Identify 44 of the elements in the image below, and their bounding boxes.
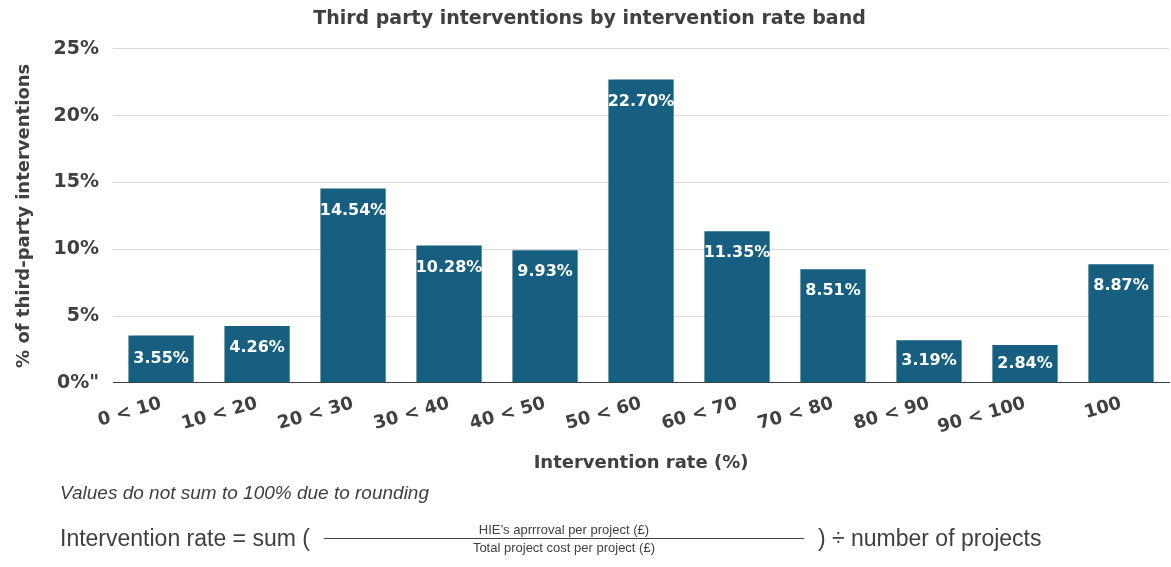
text: Intervention rate = sum ( xyxy=(60,525,310,552)
data-label: 22.70% xyxy=(607,90,675,110)
bar xyxy=(608,79,674,383)
data-label: 14.54% xyxy=(319,199,387,219)
y-tick-label: 20% xyxy=(53,102,100,125)
x-tick-label: 60 < 70 xyxy=(658,391,740,433)
data-label: 9.93% xyxy=(517,261,573,281)
data-label: 10.28% xyxy=(415,256,483,276)
text: Values do not sum to 100% due to rounding xyxy=(60,482,429,504)
bar xyxy=(512,250,578,383)
data-label: 8.51% xyxy=(805,280,861,300)
data-label: 3.55% xyxy=(133,348,189,368)
data-label: 2.84% xyxy=(997,352,1053,372)
x-tick-label: 100 xyxy=(1081,391,1124,422)
x-tick-label: 50 < 60 xyxy=(562,391,644,433)
data-label: 11.35% xyxy=(703,242,771,262)
bar xyxy=(416,245,482,383)
chart-title: Third party interventions by intervention rate band xyxy=(313,6,866,29)
y-tick-label: 10% xyxy=(53,236,100,259)
x-tick-label: 10 < 20 xyxy=(178,391,260,433)
x-tick-label: 30 < 40 xyxy=(370,391,452,433)
y-tick-label: 0%" xyxy=(56,369,100,392)
x-tick-label: 40 < 50 xyxy=(466,391,548,433)
bar xyxy=(800,269,866,383)
data-label: 3.19% xyxy=(901,350,957,370)
bar xyxy=(1088,264,1154,383)
x-axis-title: Intervention rate (%) xyxy=(533,450,749,472)
bar xyxy=(224,325,290,383)
y-tick-label: 5% xyxy=(66,302,100,325)
y-axis-title: % of third-party interventions xyxy=(12,63,34,368)
x-tick-label: 90 < 100 xyxy=(934,391,1028,437)
x-tick-label: 70 < 80 xyxy=(754,391,836,433)
data-label: 4.26% xyxy=(229,337,285,357)
y-tick-label: 15% xyxy=(53,169,100,192)
bar xyxy=(704,231,770,383)
x-tick-label: 80 < 90 xyxy=(850,391,932,433)
bar xyxy=(320,188,386,383)
data-label: 8.87% xyxy=(1093,275,1149,295)
text: ) ÷ number of projects xyxy=(817,525,1042,552)
text: HIE’s aprrroval per project (£) xyxy=(478,522,650,537)
y-tick-label: 25% xyxy=(53,35,100,58)
x-tick-label: 20 < 30 xyxy=(274,391,356,433)
text: Total project cost per project (£) xyxy=(472,540,655,555)
x-tick-label: 0 < 10 xyxy=(94,391,164,430)
